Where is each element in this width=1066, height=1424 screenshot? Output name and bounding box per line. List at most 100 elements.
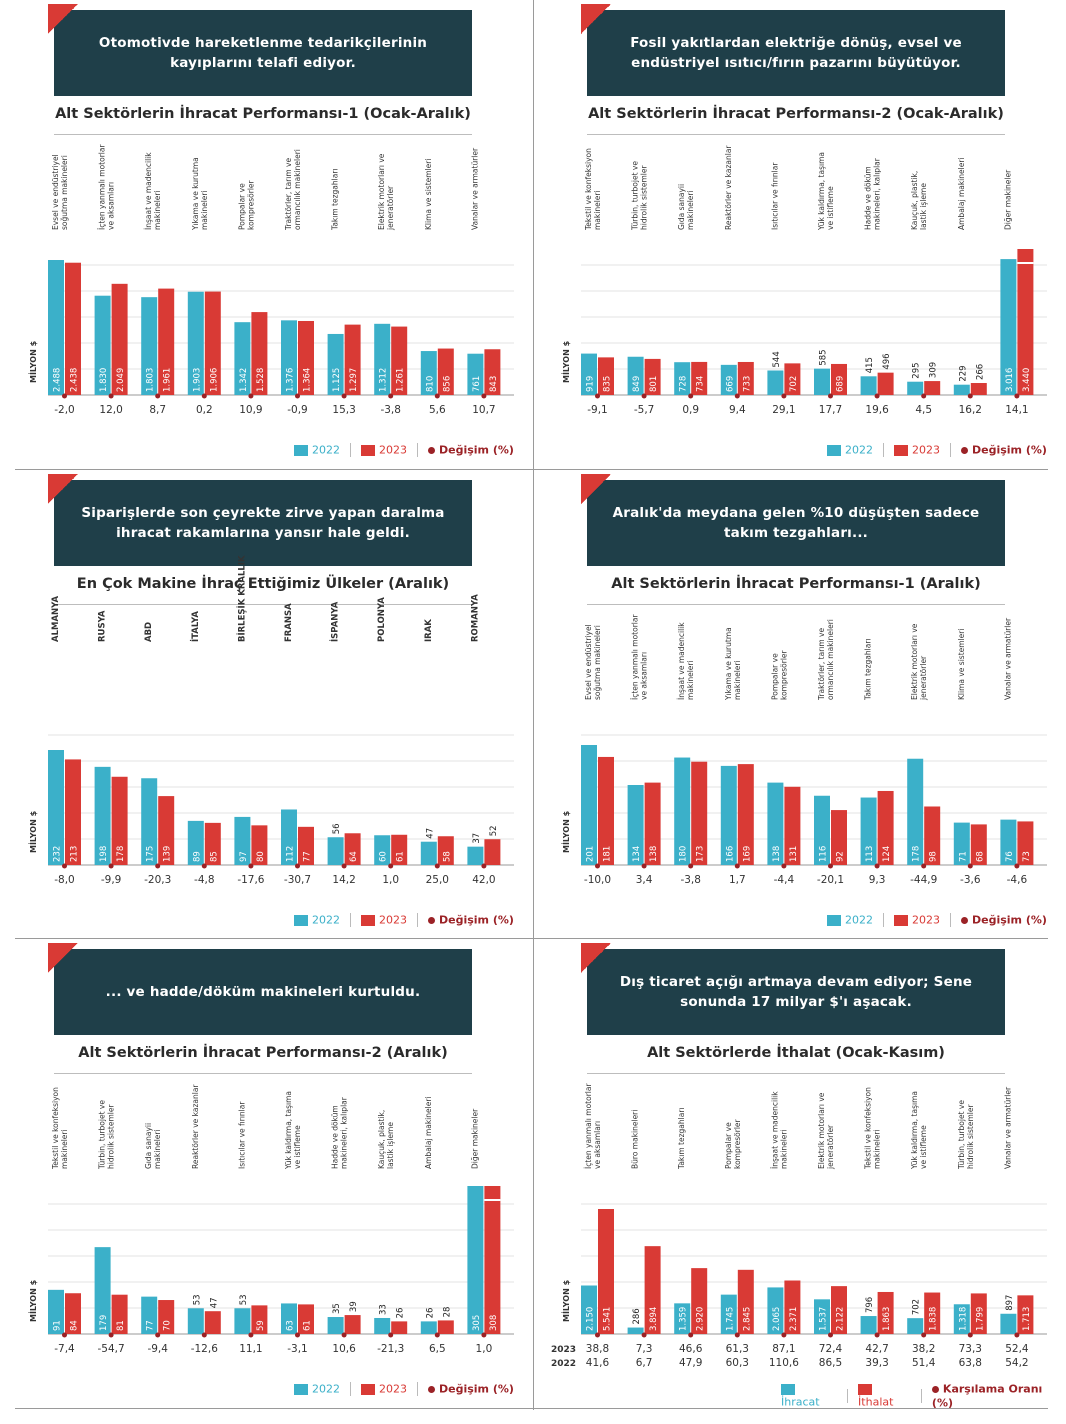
bar-series-2	[644, 1246, 661, 1334]
bar-series-1	[327, 1317, 344, 1334]
bar-value-label: 295	[912, 362, 922, 378]
y-axis-label: MİLYON $	[561, 810, 571, 853]
ratio-2022-value: 54,2	[1005, 1357, 1028, 1369]
bar-series-2	[344, 324, 361, 395]
change-dot	[688, 393, 694, 399]
bar-value-label: 1.359	[679, 1307, 689, 1331]
legend-item-change: Karşılama Oranı (%)	[931, 1382, 1043, 1409]
change-value: 9,3	[869, 874, 886, 886]
change-value: -54,7	[98, 1343, 125, 1355]
category-label: Pompalar ve	[770, 653, 779, 700]
category-label: ve aksamları	[593, 1121, 602, 1169]
bar-value-label: 1.830	[99, 368, 109, 392]
bar-series-1	[907, 758, 924, 865]
category-label: Gıda sanayii	[144, 1123, 153, 1169]
category-label: İnşaat ve madencilik	[677, 622, 686, 700]
ratio-2023-value: 46,6	[679, 1343, 703, 1355]
bar-series-1	[374, 835, 391, 865]
category-label: Vanalar ve armatürler	[1003, 617, 1012, 700]
bar-series-1	[581, 353, 597, 395]
category-label: kompresörler	[246, 179, 255, 230]
bar-series-2	[251, 312, 268, 395]
bar-series-1	[674, 1303, 691, 1334]
bar-series-1	[467, 846, 484, 865]
bar-value-label: 198	[99, 846, 109, 862]
bar-series-2	[877, 1291, 894, 1334]
category-label: Evsel ve endüstriyel	[584, 624, 593, 700]
bar-series-2	[204, 822, 221, 865]
category-label: jeneratörler	[826, 1124, 835, 1170]
bar-value-label: 1.376	[286, 368, 296, 392]
bar-value-label: 734	[696, 376, 706, 392]
bar-value-label: 2.438	[70, 368, 80, 392]
category-label: makineleri, kalıplar	[340, 1096, 349, 1169]
ratio-dot	[828, 1332, 833, 1338]
bar-value-label: 1.364	[303, 368, 313, 392]
change-value: -2,0	[54, 404, 75, 416]
legend-item-change: Değişim (%)	[428, 443, 514, 457]
category-label: Reaktörler ve kazanlar	[191, 1084, 200, 1169]
change-value: -3,8	[680, 874, 701, 886]
change-value: 14,2	[332, 874, 355, 886]
change-value: 8,7	[149, 404, 166, 416]
change-dot	[248, 393, 254, 399]
chart-legend: 2022 2023 Değişim (%)	[827, 443, 1047, 457]
bar-series-1	[953, 822, 970, 865]
bar-value-label: 702	[789, 376, 799, 392]
bar-value-label: 26	[425, 1308, 435, 1319]
bar-value-label: 169	[742, 846, 752, 862]
category-label: ALMANYA	[51, 596, 61, 642]
change-value: -3,1	[287, 1343, 308, 1355]
ratio-dot	[641, 1332, 647, 1338]
bar-series-2	[1017, 1295, 1034, 1334]
y-axis-label: MİLYON $	[28, 340, 38, 383]
bar-value-label: 733	[742, 376, 752, 392]
ratio-2023-value: 72,4	[819, 1343, 843, 1355]
bar-chart: MİLYON $Tekstil ve konfeksiyon makineleri…	[561, 145, 1047, 416]
bar-series-2	[924, 806, 941, 865]
change-value: -8,0	[54, 874, 75, 886]
category-label: İnşaat ve madencilik	[144, 152, 153, 230]
title-rule	[54, 134, 472, 135]
bar-value-label: 801	[649, 376, 659, 392]
bar-value-label: 35	[332, 1303, 342, 1314]
bar-value-label: 166	[725, 846, 735, 862]
bar-series-2	[970, 383, 987, 395]
banner-corner-accent	[581, 943, 611, 973]
change-value: -4,8	[194, 874, 215, 886]
category-label: Klima ve sistemleri	[957, 629, 966, 700]
bar-series-2	[437, 1320, 454, 1334]
change-value: 15,3	[332, 404, 355, 416]
change-dot	[108, 863, 114, 869]
ratio-2022-value: 39,3	[865, 1357, 888, 1369]
change-dot	[641, 863, 647, 869]
bar-series-2	[111, 1294, 128, 1334]
category-label: kompresörler	[733, 1118, 742, 1169]
category-label: lastik işleme	[919, 183, 928, 230]
change-dot	[874, 393, 880, 399]
bar-value-label: 3.894	[649, 1307, 659, 1331]
bar-value-label: 178	[912, 846, 922, 862]
bar-series-2	[158, 288, 175, 395]
headline-text: ... ve hadde/döküm makineleri kurtuldu.	[105, 984, 421, 1000]
change-value: -9,4	[147, 1343, 168, 1355]
category-label: makineleri	[153, 190, 162, 230]
row-label-2023: 2023	[551, 1345, 576, 1355]
change-dot	[248, 1332, 254, 1338]
bar-series-1	[1000, 1313, 1017, 1334]
bar-value-label: 37	[472, 833, 482, 844]
legend-item-series-2: 2023	[894, 443, 940, 457]
bar-series-1	[327, 837, 344, 865]
bar-value-label: 843	[489, 376, 499, 392]
bar-value-label: 56	[332, 823, 342, 834]
category-label: Türbin, turbojet ve	[631, 161, 640, 231]
chart-legend: İhracat İthalat Karşılama Oranı (%)	[781, 1382, 1066, 1409]
change-dot	[734, 863, 740, 869]
bar-value-label: 76	[1005, 851, 1015, 862]
bar-value-label: 98	[929, 851, 939, 862]
bar-value-label: 173	[696, 846, 706, 862]
category-label: Isıtıcılar ve fırınlar	[770, 162, 779, 230]
bar-value-label: 669	[725, 376, 735, 392]
bar-value-label: 70	[163, 1320, 173, 1331]
bar-series-1	[814, 368, 830, 395]
